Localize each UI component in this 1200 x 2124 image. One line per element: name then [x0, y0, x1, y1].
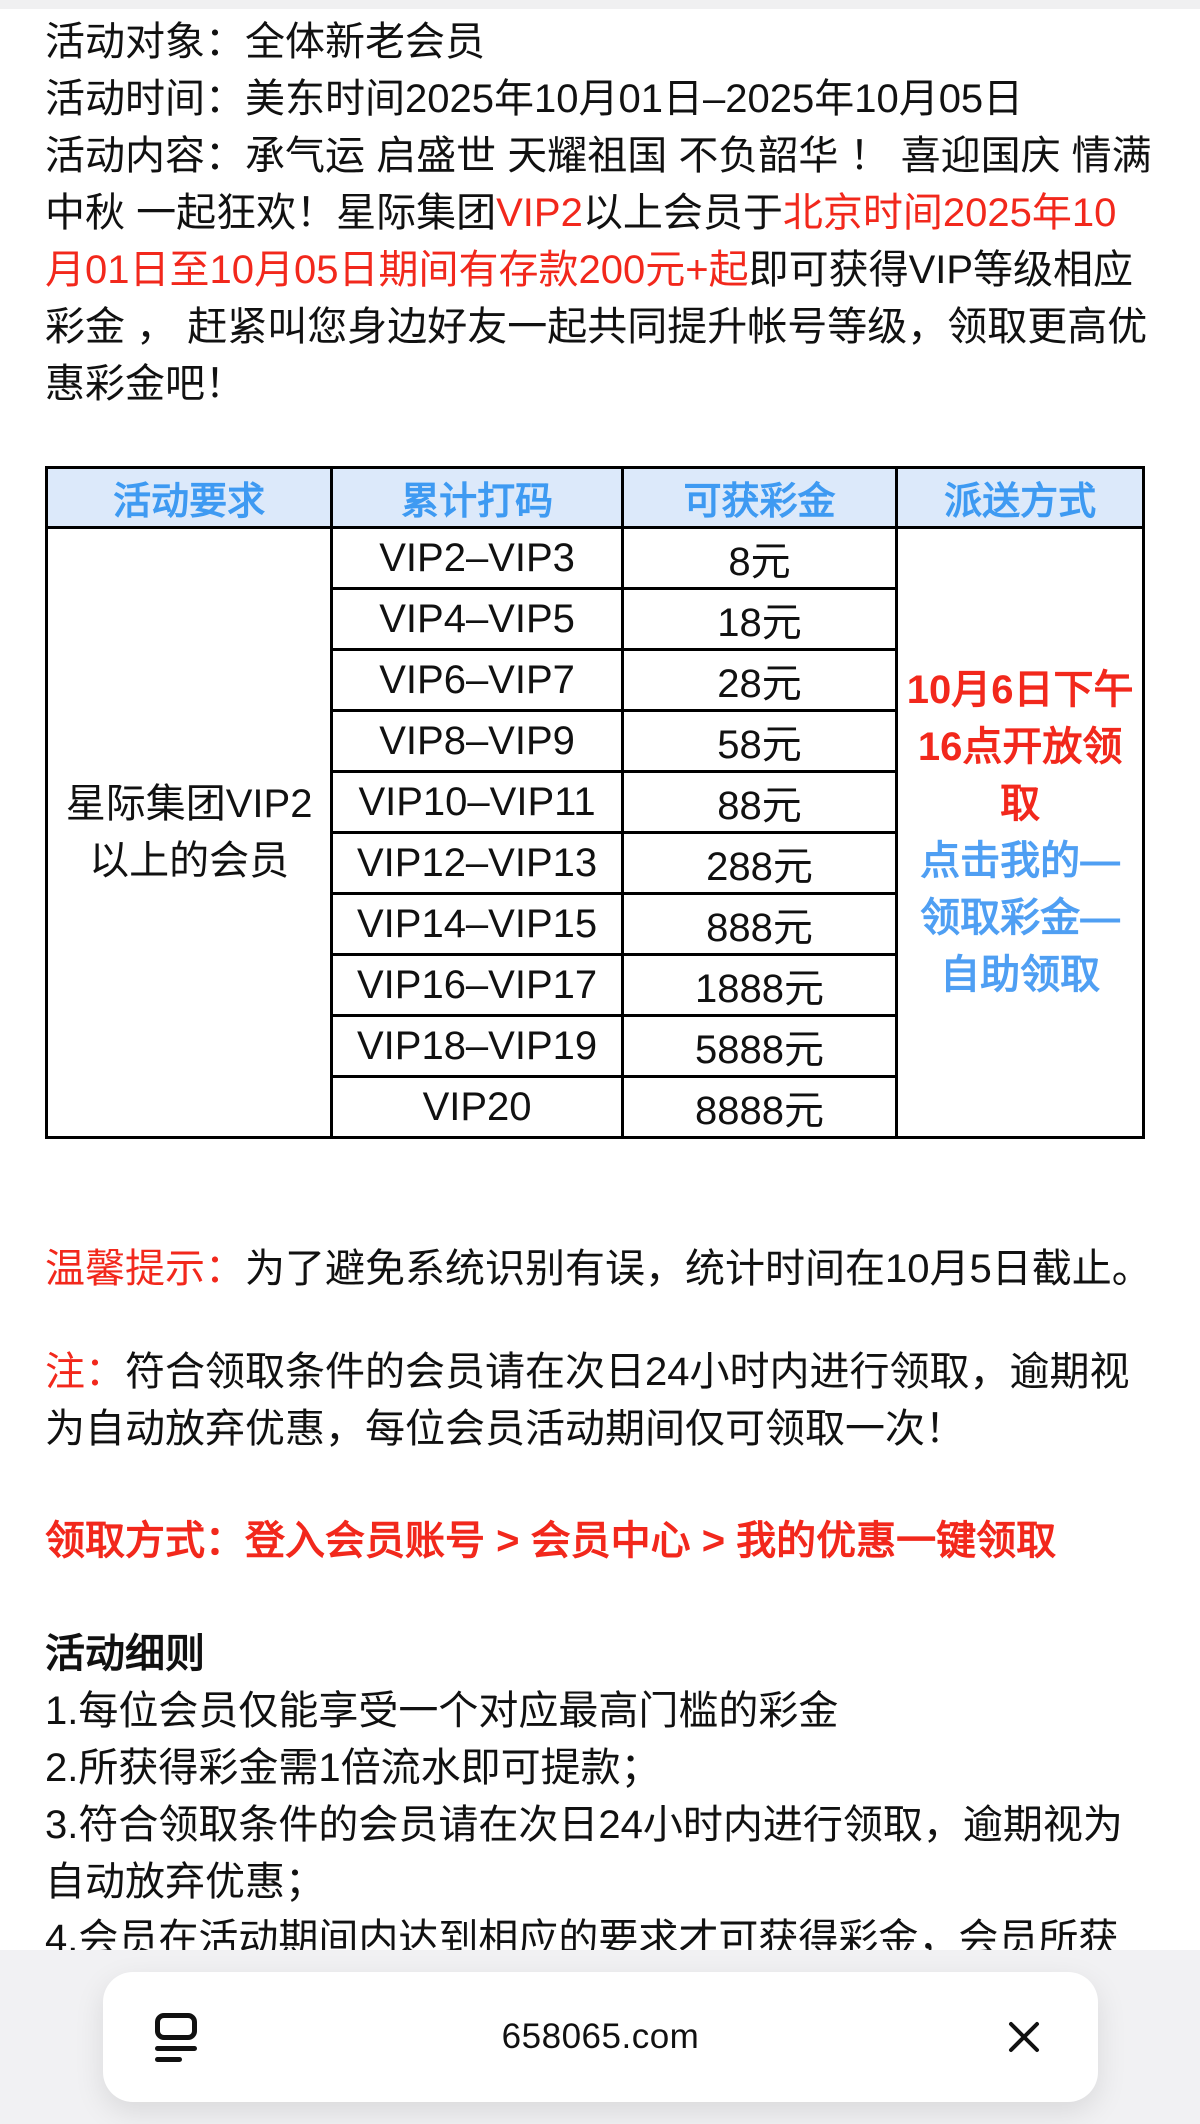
bonus-cell: 58元 [620, 709, 899, 773]
close-icon[interactable] [1002, 2015, 1046, 2059]
tier-cell: VIP6–VIP7 [330, 648, 624, 712]
delivery-path-text: 点击我的—领取彩金—自助领取 [920, 838, 1121, 997]
rule-item: 3.符合领取条件的会员请在次日24小时内进行领取，逾期视为自动放弃优惠； [45, 1803, 1123, 1904]
table-row: VIP20 8888元 [47, 1075, 1144, 1139]
table-row: VIP8–VIP9 58元 [47, 709, 1144, 773]
note: 注：符合领取条件的会员请在次日24小时内进行领取，逾期视为自动放弃优惠，每位会员… [45, 1344, 1155, 1458]
tier-cell: VIP2–VIP3 [330, 526, 624, 590]
delivery-cell: 10月6日下午16点开放领取 点击我的—领取彩金—自助领取 [895, 526, 1145, 1139]
tier-cell: VIP10–VIP11 [330, 770, 624, 834]
bonus-cell: 1888元 [620, 953, 899, 1017]
detail-segment-highlight: 北京时间2025年10月01日至10月05日期间有存款200元+起 [45, 191, 1117, 292]
bonus-cell: 288元 [620, 831, 899, 895]
tier-cell: VIP8–VIP9 [330, 709, 624, 773]
rule-item: 2.所获得彩金需1倍流水即可提款； [45, 1746, 661, 1790]
header-wager: 累计打码 [330, 466, 624, 529]
page-preview-icon[interactable] [155, 2012, 199, 2062]
table-row: VIP4–VIP5 18元 [47, 587, 1144, 651]
header-requirement: 活动要求 [44, 466, 334, 529]
browser-bottom-bar: 658065.com [0, 1950, 1200, 2124]
note-text: 符合领取条件的会员请在次日24小时内进行领取，逾期视为自动放弃优惠，每位会员活动… [45, 1350, 1130, 1451]
top-strip [0, 0, 1200, 9]
bonus-cell: 18元 [620, 587, 899, 651]
bonus-cell: 8888元 [620, 1075, 899, 1139]
header-bonus: 可获彩金 [620, 466, 899, 529]
tier-cell: VIP12–VIP13 [330, 831, 624, 895]
header-delivery: 派送方式 [895, 466, 1145, 529]
table-row: VIP16–VIP17 1888元 [47, 953, 1144, 1017]
close-icon-glyph [1009, 2022, 1039, 2052]
activity-target-text: 活动对象：全体新老会员 [45, 20, 485, 64]
detail-segment: 即可获得VIP等级相应彩金 ， 赶紧叫您身边好友一起共同提升帐号等级，领取更高优… [45, 248, 1148, 406]
delivery-time-text: 10月6日下午16点开放领取 [906, 667, 1134, 826]
tier-cell: VIP16–VIP17 [330, 953, 624, 1017]
warm-tip: 温馨提示：为了避免系统识别有误，统计时间在10月5日截止。 [45, 1241, 1155, 1298]
activity-detail: 活动内容：承气运 启盛世 天耀祖国 不负韶华 ！ 喜迎国庆 情满中秋 一起狂欢！… [45, 128, 1155, 413]
rule-item: 1.每位会员仅能享受一个对应最高门槛的彩金 [45, 1689, 839, 1733]
bonus-cell: 8元 [620, 526, 899, 590]
tier-cell: VIP18–VIP19 [330, 1014, 624, 1078]
bonus-cell: 88元 [620, 770, 899, 834]
url-text: 658065.com [501, 2017, 700, 2056]
warm-tip-label: 温馨提示： [45, 1247, 245, 1291]
table-header-row: 活动要求 累计打码 可获彩金 派送方式 [44, 466, 1145, 529]
rules-title: 活动细则 [45, 1632, 205, 1676]
table-row: VIP10–VIP11 88元 [47, 770, 1144, 834]
detail-segment: 以上会员于 [582, 191, 783, 235]
page-preview-icon-rect [155, 2012, 197, 2040]
activity-time: 活动时间：美东时间2025年10月01日–2025年10月05日 [45, 71, 1155, 128]
tier-cell: VIP4–VIP5 [330, 587, 624, 651]
tier-cell: VIP14–VIP15 [330, 892, 624, 956]
page-preview-icon-line [155, 2056, 182, 2062]
warm-tip-text: 为了避免系统识别有误，统计时间在10月5日截止。 [245, 1247, 1152, 1291]
requirement-cell: 星际集团VIP2以上的会员 [44, 526, 334, 1139]
table-row: VIP14–VIP15 888元 [47, 892, 1144, 956]
detail-segment: 活动内容：承气运 启盛世 天耀祖国 不负韶华 ！ 喜迎国庆 情满中秋 一起狂欢！… [45, 134, 1152, 235]
bonus-cell: 28元 [620, 648, 899, 712]
bonus-cell: 888元 [620, 892, 899, 956]
table-row: 星际集团VIP2以上的会员 VIP2–VIP3 8元 10月6日下午16点开放领… [44, 526, 1145, 1139]
table-row: VIP6–VIP7 28元 [47, 648, 1144, 712]
claim-method: 领取方式：登入会员账号 > 会员中心 > 我的优惠一键领取 [45, 1519, 1057, 1563]
table-row: VIP12–VIP13 288元 [47, 831, 1144, 895]
note-label: 注： [45, 1350, 125, 1394]
tier-cell: VIP20 [330, 1075, 624, 1139]
page-preview-icon-line [155, 2045, 197, 2051]
activity-time-text: 活动时间：美东时间2025年10月01日–2025年10月05日 [45, 77, 1024, 121]
promo-table: 活动要求 累计打码 可获彩金 派送方式 星际集团VIP2以上的会员 VIP2–V… [44, 466, 1145, 1139]
bonus-cell: 5888元 [620, 1014, 899, 1078]
activity-target: 活动对象：全体新老会员 [45, 14, 1155, 71]
table-row: VIP18–VIP19 5888元 [47, 1014, 1144, 1078]
promo-content: 活动对象：全体新老会员 活动时间：美东时间2025年10月01日–2025年10… [0, 9, 1200, 2025]
url-card[interactable]: 658065.com [103, 1972, 1098, 2102]
detail-segment-highlight: VIP2 [496, 191, 583, 235]
